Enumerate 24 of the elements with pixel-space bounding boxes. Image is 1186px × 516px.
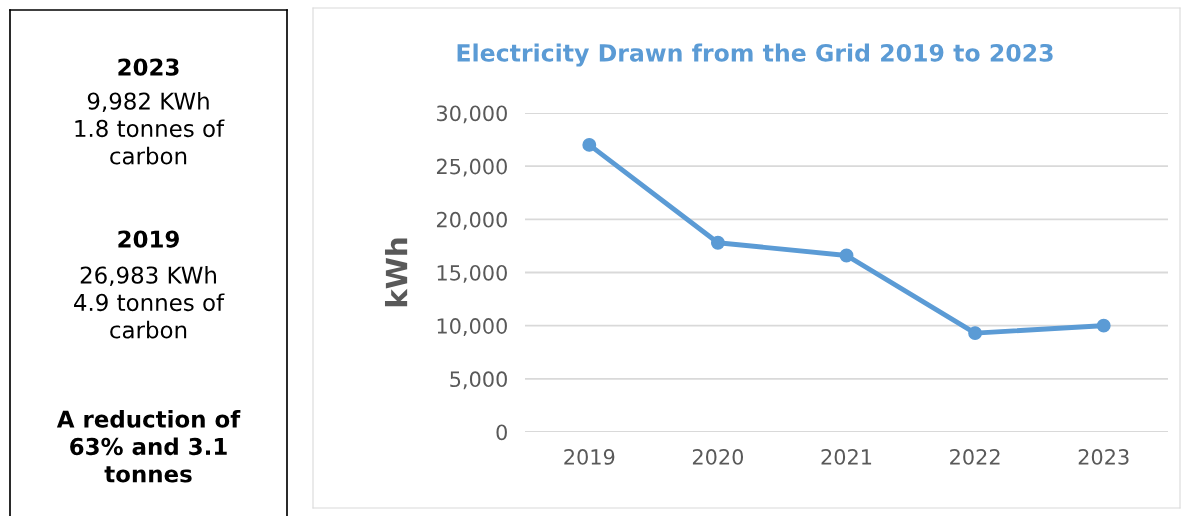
chart-title: Electricity Drawn from the Grid 2019 to 2023 — [457, 43, 1053, 67]
text: 2019 — [118, 230, 179, 248]
y-tick-label: 20,000 — [436, 211, 507, 230]
text: A reduction of 63% and 3.1 tonnes — [56, 410, 241, 483]
text: 26,983 KWh 4.9 tonnes of carbon — [74, 266, 225, 339]
y-tick-label: 10,000 — [437, 318, 507, 336]
y-tick-label: 15,000 — [437, 264, 507, 283]
y-tick-label: 30,000 — [437, 105, 507, 124]
x-tick-label: 2020 — [692, 449, 744, 465]
text: 9,982 KWh 1.8 tonnes of carbon — [75, 92, 225, 165]
x-tick-label: 2019 — [564, 449, 615, 465]
y-tick-label: 0 — [496, 424, 507, 441]
point — [582, 137, 597, 152]
point — [1096, 318, 1111, 333]
y-tick-label: 25,000 — [436, 158, 507, 177]
text: 2023 — [118, 58, 179, 76]
x-tick-label: 2022 — [950, 449, 1000, 465]
y-tick-label: 5,000 — [450, 371, 507, 390]
point — [839, 248, 854, 263]
y-axis-title: kWh — [384, 238, 408, 307]
x-tick-label: 2021 — [821, 449, 872, 465]
point — [710, 235, 725, 250]
x-tick-label: 2023 — [1078, 449, 1129, 465]
point — [968, 326, 983, 341]
